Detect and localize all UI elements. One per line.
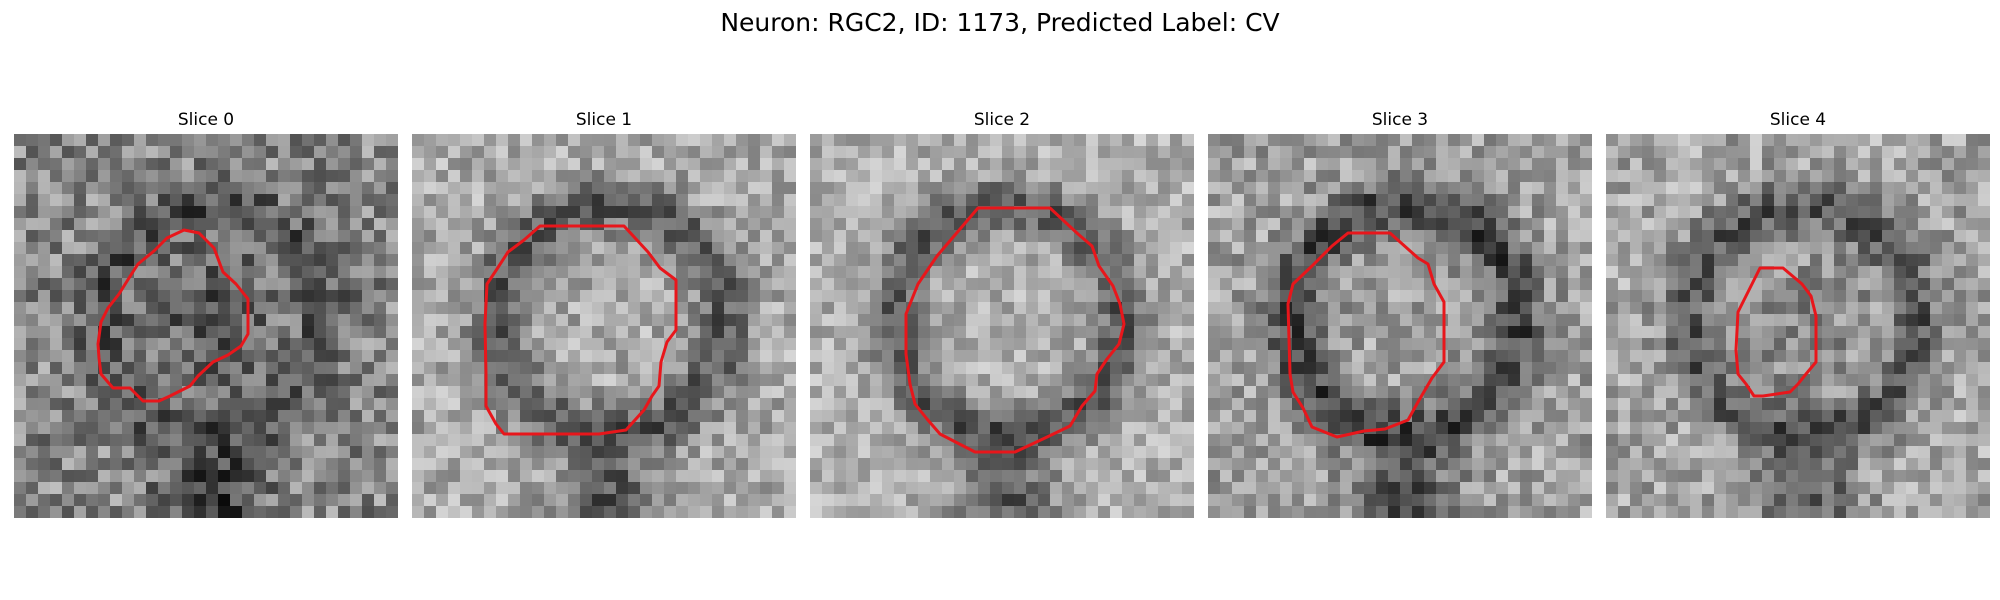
slice-panel-3: Slice 3	[1208, 108, 1592, 518]
slice-panel-2: Slice 2	[810, 108, 1194, 518]
roi-outline-1	[483, 224, 678, 436]
slice-panel-0: Slice 0	[14, 108, 398, 518]
slice-image-1	[412, 134, 796, 518]
slice-title-1: Slice 1	[575, 110, 633, 130]
roi-outline-3	[1286, 231, 1446, 439]
roi-outline-2	[904, 206, 1126, 454]
slice-pixels-0	[14, 134, 398, 518]
slice-title-3: Slice 3	[1371, 110, 1429, 130]
roi-outline-0	[96, 228, 250, 403]
slice-title-0: Slice 0	[177, 110, 235, 130]
roi-outline-4	[1734, 266, 1818, 398]
slice-pixels-2	[810, 134, 1194, 518]
slice-image-2	[810, 134, 1194, 518]
slice-panel-4: Slice 4	[1606, 108, 1990, 518]
slice-image-0	[14, 134, 398, 518]
slice-title-2: Slice 2	[973, 110, 1031, 130]
slice-pixels-3	[1208, 134, 1592, 518]
slice-pixels-4	[1606, 134, 1990, 518]
slice-title-4: Slice 4	[1769, 110, 1827, 130]
slice-panel-1: Slice 1	[412, 108, 796, 518]
slice-pixels-1	[412, 134, 796, 518]
slice-image-3	[1208, 134, 1592, 518]
figure-title: Neuron: RGC2, ID: 1173, Predicted Label:…	[720, 8, 1280, 37]
slice-image-4	[1606, 134, 1990, 518]
